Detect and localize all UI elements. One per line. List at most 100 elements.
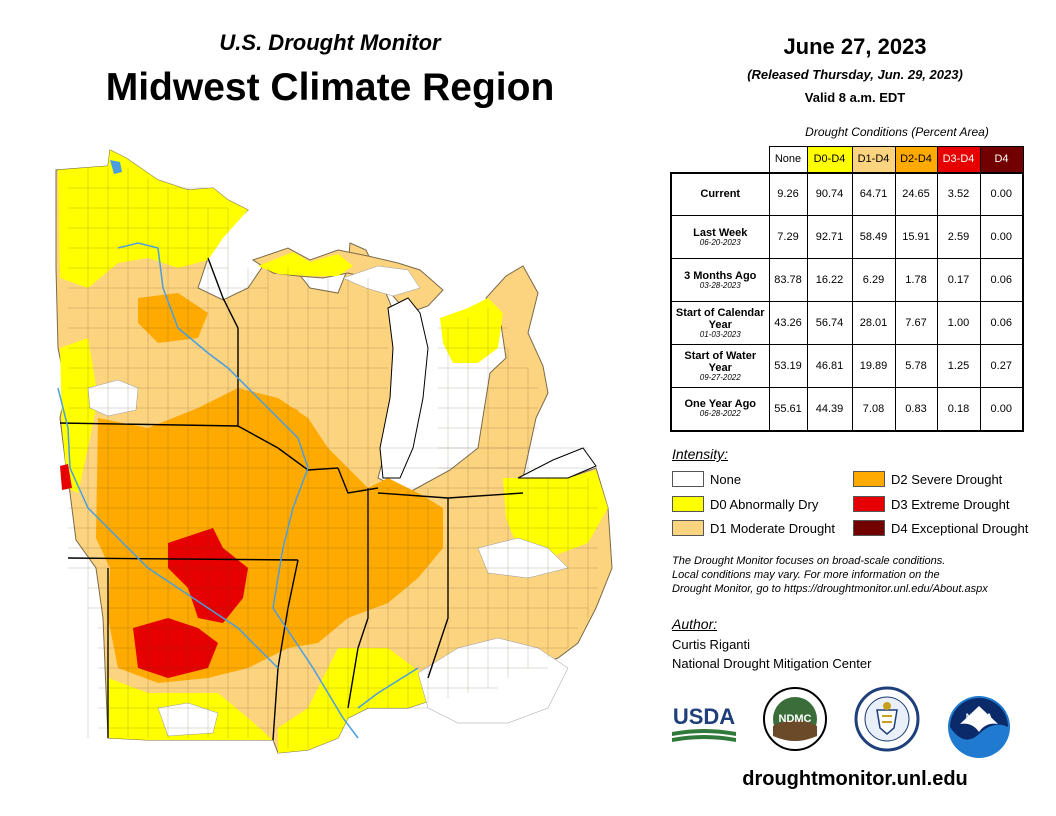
none-kentucky xyxy=(417,637,569,724)
legend-item-none: None xyxy=(672,470,741,488)
table-row: 3 Months Ago 03-28-2023 83.78 16.22 6.29 … xyxy=(670,258,1024,302)
table-cell: 0.83 xyxy=(894,387,938,431)
website-url[interactable]: droughtmonitor.unl.edu xyxy=(742,768,968,790)
author-organization: National Drought Mitigation Center xyxy=(672,656,872,671)
table-cell: 28.01 xyxy=(851,301,896,345)
column-header-d1-d4: D1-D4 xyxy=(851,146,896,173)
legend-swatch xyxy=(853,471,885,487)
table-cell: 0.18 xyxy=(936,387,981,431)
county-lines xyxy=(68,168,598,748)
legend-item-d2: D2 Severe Drought xyxy=(853,470,1002,488)
table-cell: 0.00 xyxy=(979,215,1024,259)
table-cell: 24.65 xyxy=(894,172,938,216)
usda-logo-text: USDA xyxy=(673,704,735,729)
d0-upper-peninsula xyxy=(258,252,353,276)
table-cell: 1.00 xyxy=(936,301,981,345)
ndmc-logo-text: NDMC xyxy=(779,713,812,725)
ndmc-logo: NDMC xyxy=(763,687,827,751)
table-cell: 0.06 xyxy=(979,301,1024,345)
rivers xyxy=(57,242,419,739)
table-cell: 7.08 xyxy=(851,387,896,431)
lake-michigan xyxy=(379,297,429,479)
author-heading: Author: xyxy=(672,616,718,632)
legend-swatch xyxy=(672,520,704,536)
table-cell: 44.39 xyxy=(806,387,853,431)
d3-west-edge xyxy=(60,464,72,490)
d2-core xyxy=(96,388,443,683)
noaa-logo-text: NOAA xyxy=(966,712,993,722)
d0-north-lower-michigan xyxy=(440,298,503,363)
legend-item-d1: D1 Moderate Drought xyxy=(672,519,835,537)
legend-swatch xyxy=(672,471,704,487)
legend-label: D1 Moderate Drought xyxy=(710,520,836,536)
row-label: Last Week 06-20-2023 xyxy=(670,215,770,259)
table-cell: 2.59 xyxy=(936,215,981,259)
table-cell: 1.78 xyxy=(894,258,938,302)
table-cell: 0.00 xyxy=(979,172,1024,216)
column-header-d3-d4: D3-D4 xyxy=(936,146,981,173)
table-cell: 46.81 xyxy=(806,344,853,388)
note-line: Drought Monitor, go to https://droughtmo… xyxy=(672,583,988,595)
d2-minnesota xyxy=(138,293,208,343)
legend-item-d3: D3 Extreme Drought xyxy=(853,495,1010,513)
table-cell: 0.17 xyxy=(936,258,981,302)
d0-ohio xyxy=(503,470,608,558)
usda-logo: USDA xyxy=(672,704,736,742)
drought-stats-table: None D0-D4 D1-D4 D2-D4 D3-D4 D4 Current … xyxy=(670,146,1024,432)
table-corner xyxy=(671,147,769,173)
doc-seal-logo xyxy=(854,686,920,752)
table-cell: 0.00 xyxy=(979,387,1024,431)
table-cell: 7.67 xyxy=(894,301,938,345)
table-cell: 16.22 xyxy=(806,258,853,302)
row-label: Current xyxy=(670,172,770,216)
table-cell: 90.74 xyxy=(806,172,853,216)
noaa-logo: NOAA xyxy=(948,696,1010,758)
disclaimer-note: The Drought Monitor focuses on broad-sca… xyxy=(672,554,1042,596)
table-row: One Year Ago 06-28-2022 55.61 44.39 7.08 … xyxy=(670,387,1024,431)
table-row: Start of Water Year 09-27-2022 53.19 46.8… xyxy=(670,344,1024,388)
legend-swatch xyxy=(853,496,885,512)
legend-label: D2 Severe Drought xyxy=(891,471,1003,487)
table-cell: 83.78 xyxy=(768,258,808,302)
column-header-d2-d4: D2-D4 xyxy=(894,146,938,173)
note-line: The Drought Monitor focuses on broad-sca… xyxy=(672,555,946,567)
table-cell: 43.26 xyxy=(768,301,808,345)
legend-label: D4 Exceptional Drought xyxy=(891,520,1029,536)
table-cell: 19.89 xyxy=(851,344,896,388)
table-cell: 92.71 xyxy=(806,215,853,259)
map-date: June 27, 2023 xyxy=(783,34,927,59)
table-cell: 0.06 xyxy=(979,258,1024,302)
table-cell: 7.29 xyxy=(768,215,808,259)
row-label: Start of Water Year 09-27-2022 xyxy=(670,344,770,388)
table-cell: 9.26 xyxy=(768,172,808,216)
legend-label: D3 Extreme Drought xyxy=(891,496,1010,512)
table-cell: 5.78 xyxy=(894,344,938,388)
legend-item-d4: D4 Exceptional Drought xyxy=(853,519,1028,537)
legend-label: D0 Abnormally Dry xyxy=(710,496,819,512)
table-cell: 1.25 xyxy=(936,344,981,388)
table-header-row: None D0-D4 D1-D4 D2-D4 D3-D4 D4 xyxy=(671,146,1024,173)
lake-of-the-woods xyxy=(110,160,122,174)
row-label: Start of Calendar Year 01-03-2023 xyxy=(670,301,770,345)
table-cell: 58.49 xyxy=(851,215,896,259)
lake-erie xyxy=(517,447,597,479)
table-row: Start of Calendar Year 01-03-2023 43.26 5… xyxy=(670,301,1024,345)
legend-label: None xyxy=(710,471,742,487)
table-cell: 55.61 xyxy=(768,387,808,431)
author-name: Curtis Riganti xyxy=(672,637,751,652)
table-cell: 0.27 xyxy=(979,344,1024,388)
table-cell: 64.71 xyxy=(851,172,896,216)
column-header-d0-d4: D0-D4 xyxy=(806,146,853,173)
note-line: Local conditions may vary. For more info… xyxy=(672,569,940,581)
column-header-d4: D4 xyxy=(979,146,1024,173)
row-label: 3 Months Ago 03-28-2023 xyxy=(670,258,770,302)
legend-swatch xyxy=(853,520,885,536)
table-cell: 53.19 xyxy=(768,344,808,388)
column-header-none: None xyxy=(768,146,808,173)
table-cell: 56.74 xyxy=(806,301,853,345)
none-upper-michigan xyxy=(342,265,421,297)
legend-swatch xyxy=(672,496,704,512)
table-row: Current 9.26 90.74 64.71 24.65 3.52 0.00 xyxy=(670,172,1024,216)
table-caption: Drought Conditions (Percent Area) xyxy=(805,125,989,139)
release-date: (Released Thursday, Jun. 29, 2023) xyxy=(747,67,963,82)
